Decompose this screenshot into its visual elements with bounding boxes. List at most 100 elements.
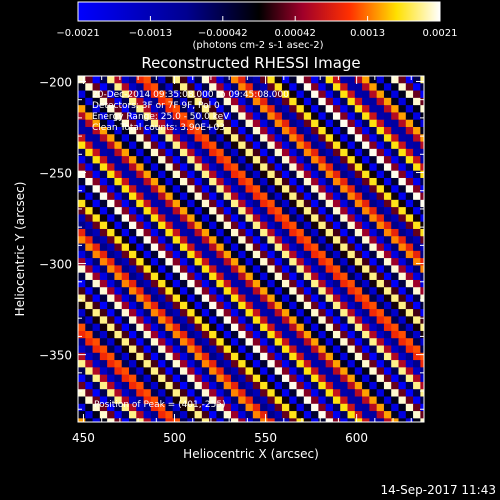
heatmap-cell: [187, 112, 196, 121]
heatmap-cell: [150, 360, 159, 368]
heatmap-cell: [209, 207, 217, 215]
heatmap-cell: [311, 214, 319, 223]
heatmap-cell: [383, 396, 392, 405]
heatmap-cell: [92, 177, 101, 186]
heatmap-cell: [99, 418, 108, 422]
heatmap-cell: [99, 411, 108, 419]
heatmap-cell: [121, 272, 130, 281]
heatmap-cell: [150, 352, 159, 361]
heatmap-cell: [230, 170, 239, 179]
heatmap-cell: [289, 76, 298, 84]
heatmap-cell: [274, 170, 283, 179]
heatmap-cell: [216, 221, 225, 230]
heatmap-cell: [187, 330, 196, 339]
heatmap-cell: [209, 287, 217, 296]
heatmap-cell: [165, 156, 174, 165]
annotation-energy-range: Energy Range: 25.0 - 50.0 keV: [92, 112, 230, 122]
heatmap-cell: [274, 148, 283, 157]
heatmap-cell: [187, 134, 196, 143]
heatmap-cell: [143, 330, 152, 339]
heatmap-cell: [107, 163, 116, 172]
heatmap-cell: [398, 258, 407, 266]
heatmap-cell: [362, 374, 370, 383]
heatmap-cell: [311, 148, 319, 157]
heatmap-cell: [216, 389, 225, 398]
heatmap-cell: [209, 119, 217, 128]
heatmap-cell: [143, 279, 152, 288]
heatmap-cell: [274, 258, 283, 266]
heatmap-cell: [194, 185, 203, 194]
heatmap-cell: [128, 301, 137, 310]
heatmap-cell: [362, 185, 370, 194]
heatmap-cell: [223, 411, 232, 419]
heatmap-cell: [311, 177, 319, 186]
heatmap-cell: [194, 105, 203, 114]
heatmap-cell: [332, 134, 341, 143]
heatmap-cell: [318, 265, 327, 274]
heatmap-cell: [391, 403, 400, 412]
heatmap-cell: [260, 236, 268, 245]
heatmap-cell: [245, 192, 254, 201]
heatmap-cell: [332, 221, 341, 230]
heatmap-cell: [391, 236, 400, 245]
heatmap-cell: [230, 338, 239, 347]
heatmap-cell: [281, 236, 290, 245]
heatmap-cell: [230, 316, 239, 325]
heatmap-cell: [172, 258, 181, 266]
heatmap-cell: [114, 170, 123, 179]
heatmap-cell: [85, 177, 94, 186]
heatmap-cell: [201, 97, 210, 106]
heatmap-cell: [296, 265, 305, 274]
heatmap-cell: [303, 294, 312, 303]
heatmap-cell: [158, 134, 167, 143]
heatmap-cell: [347, 97, 356, 106]
heatmap-cell: [230, 185, 239, 194]
heatmap-cell: [165, 294, 174, 303]
heatmap-cell: [267, 134, 276, 143]
heatmap-cell: [230, 119, 239, 128]
heatmap-cell: [85, 294, 94, 303]
heatmap-cell: [223, 163, 232, 172]
heatmap-cell: [362, 352, 370, 361]
heatmap-cell: [289, 156, 298, 165]
heatmap-cell: [383, 112, 392, 121]
heatmap-cell: [114, 207, 123, 215]
heatmap-cell: [369, 207, 378, 215]
heatmap-cell: [296, 403, 305, 412]
heatmap-cell: [347, 294, 356, 303]
heatmap-cell: [85, 345, 94, 354]
heatmap-cell: [354, 134, 363, 143]
heatmap-cell: [143, 418, 152, 422]
heatmap-cell: [238, 411, 247, 419]
heatmap-cell: [383, 418, 392, 422]
heatmap-cell: [165, 236, 174, 245]
heatmap-cell: [238, 141, 247, 150]
heatmap-cell: [340, 185, 349, 194]
heatmap-cell: [238, 83, 247, 92]
heatmap-cell: [347, 170, 356, 179]
heatmap-cell: [413, 418, 421, 422]
heatmap-cell: [150, 381, 159, 390]
heatmap-cell: [209, 360, 217, 368]
heatmap-cell: [201, 156, 210, 165]
heatmap-cell: [128, 374, 137, 383]
heatmap-cell: [281, 134, 290, 143]
heatmap-cell: [303, 134, 312, 143]
heatmap-cell: [391, 323, 400, 332]
heatmap-cell: [274, 105, 283, 114]
heatmap-cell: [194, 374, 203, 383]
heatmap-cell: [158, 148, 167, 157]
heatmap-cell: [391, 228, 400, 237]
heatmap-cell: [194, 126, 203, 135]
heatmap-cell: [216, 360, 225, 368]
heatmap-cell: [311, 228, 319, 237]
heatmap-cell: [92, 374, 101, 383]
heatmap-cell: [216, 338, 225, 347]
heatmap-cell: [413, 148, 421, 157]
heatmap-cell: [376, 323, 385, 332]
heatmap-cell: [230, 367, 239, 376]
heatmap-cell: [194, 287, 203, 296]
heatmap-cell: [121, 221, 130, 230]
heatmap-cell: [107, 83, 116, 92]
heatmap-cell: [281, 185, 290, 194]
